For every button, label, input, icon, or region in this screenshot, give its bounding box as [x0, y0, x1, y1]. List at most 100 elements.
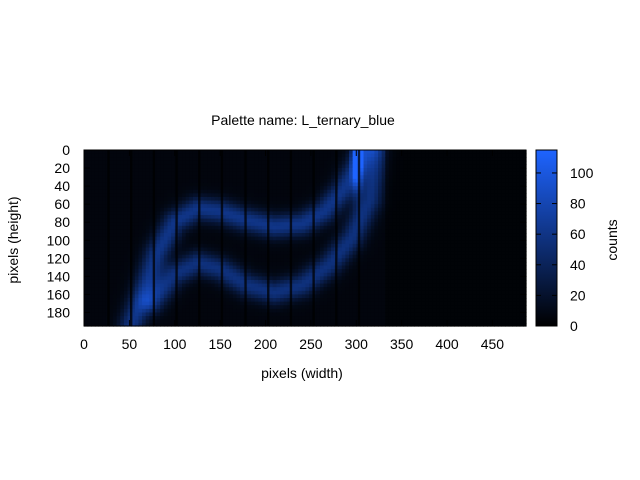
- heatmap-cell: [207, 243, 212, 249]
- heatmap-cell: [298, 272, 303, 277]
- heatmap-cell: [359, 305, 365, 310]
- heatmap-cell: [436, 214, 441, 220]
- heatmap-cell: [185, 240, 190, 245]
- heatmap-cell: [116, 196, 121, 202]
- heatmap-cell: [287, 290, 292, 296]
- heatmap-cell: [319, 247, 325, 252]
- heatmap-cell: [367, 178, 372, 184]
- heatmap-cell: [338, 157, 343, 162]
- heatmap-cell: [443, 269, 448, 274]
- heatmap-cell: [349, 186, 354, 191]
- heatmap-cell: [319, 276, 325, 281]
- heatmap-cell: [269, 175, 274, 180]
- heatmap-cell: [182, 160, 187, 166]
- heatmap-cell: [182, 236, 187, 241]
- heatmap-cell: [283, 290, 288, 296]
- heatmap-cell: [178, 207, 183, 212]
- heatmap-cell: [276, 168, 281, 173]
- heatmap-cell: [421, 305, 426, 310]
- heatmap-cell: [381, 153, 386, 158]
- heatmap-cell: [178, 272, 183, 277]
- heatmap-cell: [392, 160, 397, 166]
- heatmap-cell: [87, 225, 92, 231]
- heatmap-cell: [123, 243, 129, 249]
- heatmap-cell: [294, 189, 299, 194]
- heatmap-cell: [428, 175, 434, 180]
- heatmap-cell: [156, 240, 161, 245]
- heatmap-cell: [432, 247, 437, 252]
- heatmap-cell: [447, 290, 452, 296]
- heatmap-cell: [138, 178, 143, 184]
- heatmap-cell: [436, 164, 441, 169]
- heatmap-cell: [138, 207, 143, 212]
- heatmap-cell: [378, 298, 383, 303]
- heatmap-cell: [319, 225, 325, 231]
- heatmap-cell: [396, 290, 401, 296]
- heatmap-cell: [142, 243, 147, 249]
- heatmap-cell: [319, 319, 325, 324]
- heatmap-cell: [407, 211, 412, 216]
- heatmap-cell: [123, 279, 129, 285]
- heatmap-cell: [116, 276, 121, 281]
- heatmap-cell: [425, 236, 430, 241]
- heatmap-cell: [138, 272, 143, 277]
- heatmap-cell: [269, 182, 274, 187]
- heatmap-cell: [403, 305, 408, 310]
- heatmap-cell: [330, 323, 336, 327]
- heatmap-cell: [294, 225, 299, 231]
- heatmap-cell: [211, 254, 216, 259]
- heatmap-cell: [385, 240, 390, 245]
- heatmap-cell: [425, 157, 430, 162]
- heatmap-cell: [399, 211, 405, 216]
- heatmap-cell: [160, 189, 165, 194]
- heatmap-cell: [232, 290, 238, 296]
- heatmap-cell: [338, 200, 343, 205]
- heatmap-cell: [113, 261, 118, 267]
- heatmap-cell: [370, 243, 376, 249]
- heatmap-cell: [236, 211, 241, 216]
- heatmap-cell: [287, 272, 292, 277]
- heatmap-cell: [261, 316, 267, 321]
- heatmap-cell: [287, 171, 292, 176]
- heatmap-cell: [200, 200, 205, 205]
- heatmap-cell: [185, 214, 190, 220]
- heatmap-cell: [439, 287, 445, 292]
- heatmap-cell: [323, 269, 328, 274]
- heatmap-cell: [450, 233, 455, 238]
- heatmap-cell: [450, 294, 455, 299]
- heatmap-cell: [102, 283, 107, 288]
- heatmap-cell: [439, 193, 445, 198]
- heatmap-cell: [269, 178, 274, 184]
- heatmap-cell: [134, 168, 140, 173]
- heatmap-cell: [323, 301, 328, 306]
- heatmap-cell: [436, 279, 441, 285]
- heatmap-cell: [102, 243, 107, 249]
- heatmap-cell: [352, 305, 357, 310]
- heatmap-cell: [221, 319, 227, 324]
- heatmap-cell: [207, 182, 212, 187]
- heatmap-cell: [167, 171, 172, 176]
- heatmap-cell: [414, 312, 419, 317]
- heatmap-cell: [142, 319, 147, 324]
- heatmap-cell: [247, 193, 252, 198]
- heatmap-cell: [410, 319, 415, 324]
- heatmap-cell: [290, 207, 296, 212]
- heatmap-cell: [381, 186, 386, 191]
- heatmap-cell: [123, 301, 129, 306]
- heatmap-cell: [113, 164, 118, 169]
- heatmap-cell: [214, 247, 219, 252]
- heatmap-cell: [280, 157, 285, 162]
- heatmap-cell: [232, 247, 238, 252]
- heatmap-cell: [182, 301, 187, 306]
- heatmap-cell: [87, 168, 92, 173]
- heatmap-cell: [225, 301, 230, 306]
- heatmap-cell: [309, 211, 314, 216]
- heatmap-cell: [316, 269, 321, 274]
- heatmap-cell: [258, 261, 263, 267]
- heatmap-cell: [138, 294, 143, 299]
- heatmap-cell: [298, 193, 303, 198]
- heatmap-cell: [142, 182, 147, 187]
- heatmap-cell: [185, 251, 190, 256]
- heatmap-cell: [363, 258, 368, 263]
- heatmap-cell: [399, 272, 405, 277]
